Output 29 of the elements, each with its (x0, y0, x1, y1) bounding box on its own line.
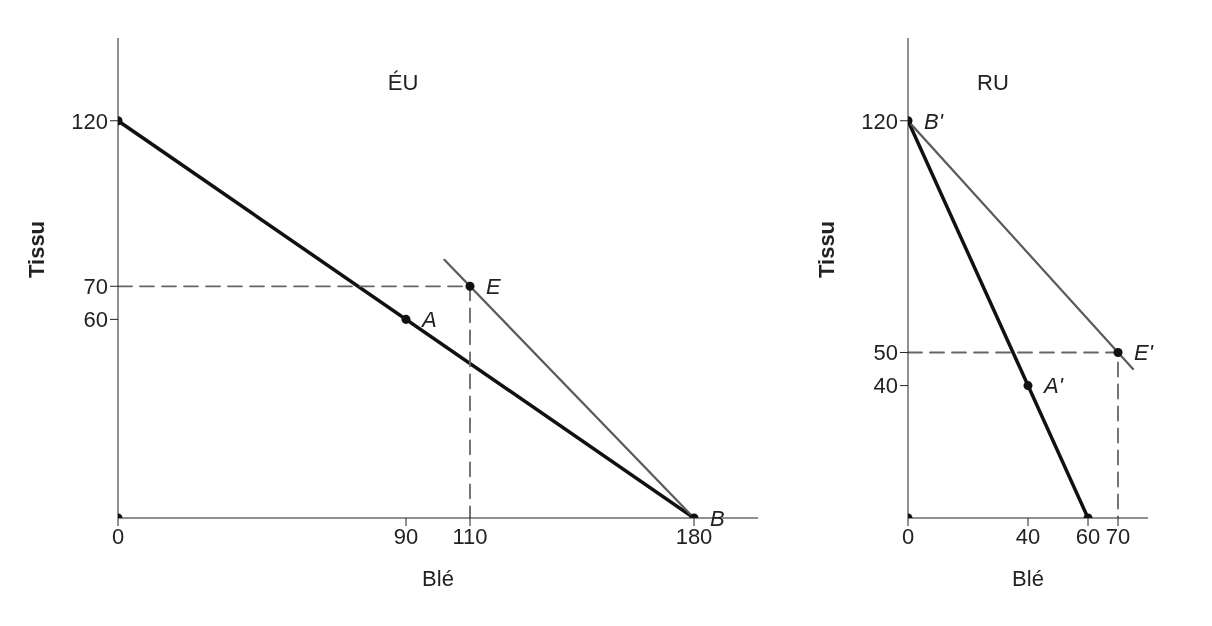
x-axis-title: Blé (1012, 566, 1044, 591)
y-axis-title: Tissu (813, 220, 839, 278)
x-tick-label: 110 (452, 523, 488, 549)
x-tick-label: 60 (1075, 523, 1101, 549)
y-tick-label: 120 (71, 108, 108, 134)
annotation: B' (924, 108, 944, 134)
y-tick-label: 60 (83, 307, 108, 333)
y-axis-title: Tissu (23, 220, 49, 278)
annotation: A' (1042, 373, 1064, 399)
x-tick-label: 40 (1015, 523, 1041, 549)
x-tick-label: 0 (901, 523, 915, 549)
point (465, 281, 475, 291)
x-tick-label: 0 (111, 523, 125, 549)
annotation: A (420, 307, 437, 333)
annotation: E' (1134, 340, 1154, 366)
x-tick-label: 90 (393, 523, 419, 549)
point (1023, 381, 1033, 391)
x-axis-title: Blé (422, 566, 454, 591)
y-tick-label: 120 (861, 108, 898, 134)
y-tick-label: 70 (83, 274, 108, 300)
text: ÉU (386, 70, 420, 96)
annotation: B (710, 505, 725, 531)
annotation: E (486, 274, 501, 300)
point (401, 314, 411, 324)
y-tick-label: 50 (873, 340, 898, 366)
text: RU (976, 70, 1010, 96)
point (1113, 347, 1123, 357)
y-tick-label: 40 (873, 373, 898, 399)
x-tick-label: 70 (1105, 523, 1131, 549)
